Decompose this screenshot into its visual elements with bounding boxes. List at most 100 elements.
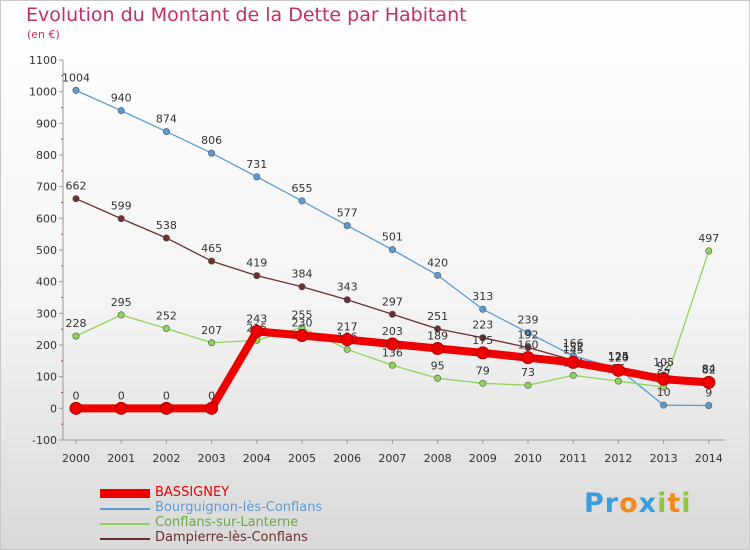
legend-swatch: [100, 523, 150, 525]
y-tick-label: 600: [36, 212, 57, 225]
data-point: [250, 324, 264, 338]
y-tick-label: 700: [36, 181, 57, 194]
data-label: 79: [476, 364, 490, 377]
data-label: 192: [518, 329, 539, 342]
data-label: 255: [292, 309, 313, 322]
legend-swatch: [100, 508, 150, 510]
data-point: [434, 325, 442, 333]
data-label: 940: [111, 92, 132, 105]
data-point: [388, 310, 396, 318]
data-label: 160: [518, 339, 539, 352]
x-tick-label: 2005: [288, 452, 316, 465]
data-point: [162, 128, 170, 136]
x-tick-label: 2010: [514, 452, 542, 465]
data-label: 497: [698, 232, 719, 245]
data-point: [705, 247, 713, 255]
data-label: 655: [292, 182, 313, 195]
data-label: 662: [66, 180, 87, 193]
y-tick-label: 1100: [29, 54, 57, 67]
data-point: [298, 283, 306, 291]
data-point: [72, 195, 80, 203]
data-label: 0: [73, 389, 80, 402]
data-point: [298, 197, 306, 205]
data-label: 82: [702, 363, 716, 376]
data-point: [524, 329, 532, 337]
data-point: [614, 377, 622, 385]
data-label: 230: [292, 317, 313, 330]
data-point: [343, 222, 351, 230]
data-point: [208, 339, 216, 347]
data-point: [208, 257, 216, 265]
data-label: 166: [563, 337, 584, 350]
x-tick-label: 2003: [198, 452, 226, 465]
data-point: [388, 361, 396, 369]
proxiti-logo: Proxiti: [584, 488, 692, 519]
data-point: [72, 332, 80, 340]
data-label: 207: [201, 324, 222, 337]
data-point: [117, 107, 125, 115]
data-point: [295, 329, 309, 342]
data-point: [114, 401, 128, 415]
y-tick-label: 900: [36, 117, 57, 130]
data-label: 228: [66, 317, 87, 330]
data-point: [162, 234, 170, 242]
legend-label: Dampierre-lès-Conflans: [155, 530, 308, 545]
data-label: 10: [657, 386, 671, 399]
y-tick-label: -100: [32, 434, 57, 447]
legend-label: BASSIGNEY: [155, 485, 230, 500]
legend-swatch: [100, 489, 150, 498]
data-label: 419: [246, 257, 267, 270]
data-label: 0: [208, 389, 215, 402]
data-label: 105: [653, 356, 674, 369]
data-point: [479, 305, 487, 313]
data-label: 295: [111, 296, 132, 309]
data-point: [69, 401, 83, 415]
y-tick-label: 500: [36, 244, 57, 257]
data-point: [117, 311, 125, 319]
y-tick-label: 800: [36, 149, 57, 162]
data-label: 420: [427, 256, 448, 269]
data-label: 384: [292, 268, 313, 281]
data-point: [660, 401, 668, 409]
data-label: 806: [201, 134, 222, 147]
y-tick-label: 0: [50, 402, 57, 415]
data-label: 95: [431, 359, 445, 372]
data-label: 599: [111, 200, 132, 213]
x-tick-label: 2013: [650, 452, 678, 465]
data-point: [72, 86, 80, 94]
data-point: [253, 272, 261, 280]
legend-swatch: [100, 538, 150, 540]
data-label: 252: [156, 310, 177, 323]
chart-unit: (en €): [27, 28, 60, 41]
data-point: [162, 325, 170, 333]
x-tick-label: 2008: [424, 452, 452, 465]
data-point: [434, 374, 442, 382]
data-point: [431, 341, 445, 355]
data-label: 125: [608, 350, 629, 363]
data-label: 217: [337, 321, 358, 334]
data-label: 124: [608, 350, 629, 363]
x-tick-label: 2007: [378, 452, 406, 465]
x-tick-label: 2000: [62, 452, 90, 465]
data-label: 0: [118, 389, 125, 402]
data-point: [343, 345, 351, 353]
data-label: 9: [705, 386, 712, 399]
data-label: 538: [156, 219, 177, 232]
data-label: 239: [518, 314, 539, 327]
x-tick-label: 2001: [107, 452, 135, 465]
data-label: 145: [563, 343, 584, 356]
data-label: 874: [156, 113, 177, 126]
data-label: 136: [382, 346, 403, 359]
data-point: [524, 381, 532, 389]
x-tick-label: 2014: [695, 452, 723, 465]
y-tick-label: 200: [36, 339, 57, 352]
y-tick-label: 100: [36, 371, 57, 384]
data-label: 152: [563, 341, 584, 354]
data-point: [702, 375, 716, 389]
data-label: 203: [382, 325, 403, 338]
x-tick-label: 2002: [152, 452, 180, 465]
data-point: [524, 344, 532, 352]
data-point: [479, 334, 487, 342]
